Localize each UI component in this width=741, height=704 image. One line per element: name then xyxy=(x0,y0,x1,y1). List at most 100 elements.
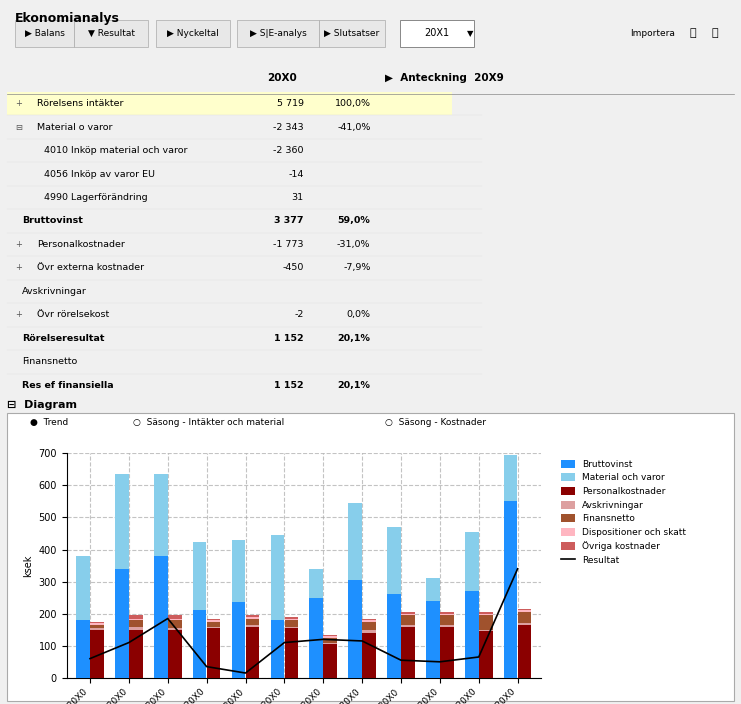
Text: Material o varor: Material o varor xyxy=(37,122,113,132)
Bar xyxy=(156,20,230,47)
Bar xyxy=(465,532,479,591)
Bar xyxy=(90,628,104,630)
Text: +: + xyxy=(15,263,21,272)
Text: -2 360: -2 360 xyxy=(273,146,304,155)
Text: 1 152: 1 152 xyxy=(274,334,304,343)
Bar xyxy=(426,601,439,678)
Bar xyxy=(479,614,493,615)
Bar xyxy=(168,619,182,620)
Text: 🔍: 🔍 xyxy=(712,28,718,38)
Text: 4056 Inköp av varor EU: 4056 Inköp av varor EU xyxy=(44,170,156,179)
Bar xyxy=(388,527,401,594)
Bar xyxy=(168,615,182,619)
Bar xyxy=(193,610,207,678)
Bar xyxy=(270,535,285,620)
Bar xyxy=(323,636,337,638)
Bar xyxy=(440,627,453,678)
Bar xyxy=(129,627,143,630)
Bar xyxy=(246,627,259,678)
Bar xyxy=(388,594,401,678)
Text: 5 719: 5 719 xyxy=(277,99,304,108)
Bar xyxy=(310,598,323,678)
Bar xyxy=(207,622,220,627)
Text: ▶ Nyckeltal: ▶ Nyckeltal xyxy=(167,29,219,38)
Text: ●  Trend: ● Trend xyxy=(30,418,68,427)
Text: 20,1%: 20,1% xyxy=(338,381,370,390)
Text: +: + xyxy=(15,310,21,320)
Bar xyxy=(90,623,104,625)
Text: 20X1: 20X1 xyxy=(425,28,450,38)
Bar xyxy=(115,569,129,678)
Text: 4010 Inköp material och varor: 4010 Inköp material och varor xyxy=(44,146,188,155)
Bar xyxy=(168,628,182,630)
Text: Bruttovinst: Bruttovinst xyxy=(22,216,83,225)
Bar xyxy=(479,630,493,631)
Bar xyxy=(129,619,143,620)
Bar xyxy=(90,622,104,623)
Bar xyxy=(76,620,90,678)
Text: -41,0%: -41,0% xyxy=(337,122,370,132)
Bar xyxy=(207,619,220,620)
Bar xyxy=(310,569,323,598)
Bar xyxy=(285,628,298,678)
Text: Res ef finansiella: Res ef finansiella xyxy=(22,381,114,390)
Text: -2 343: -2 343 xyxy=(273,122,304,132)
Bar xyxy=(129,620,143,627)
Bar xyxy=(154,474,167,556)
Bar xyxy=(504,455,517,501)
Text: 20,1%: 20,1% xyxy=(338,334,370,343)
Bar xyxy=(465,591,479,678)
Bar xyxy=(479,631,493,678)
Bar xyxy=(504,501,517,678)
Text: 20X0: 20X0 xyxy=(267,73,296,83)
Text: 3 377: 3 377 xyxy=(274,216,304,225)
Bar xyxy=(518,625,531,678)
Text: ▼: ▼ xyxy=(468,29,473,38)
Bar xyxy=(401,627,415,678)
Text: 31: 31 xyxy=(292,193,304,202)
Bar xyxy=(74,20,148,47)
Bar xyxy=(15,20,74,47)
Bar xyxy=(129,630,143,678)
Bar xyxy=(400,20,474,47)
Bar xyxy=(285,619,298,620)
Text: Personalkostnader: Personalkostnader xyxy=(37,240,125,249)
Text: Övr externa kostnader: Övr externa kostnader xyxy=(37,263,144,272)
Bar xyxy=(362,622,376,630)
Bar xyxy=(323,644,337,678)
Bar xyxy=(207,628,220,678)
Bar xyxy=(90,625,104,628)
Text: 1 152: 1 152 xyxy=(274,381,304,390)
Text: 100,0%: 100,0% xyxy=(334,99,370,108)
Bar xyxy=(401,625,415,627)
Bar xyxy=(440,625,453,627)
Bar xyxy=(362,630,376,633)
Text: Importera: Importera xyxy=(630,29,674,38)
Bar xyxy=(129,615,143,619)
Text: -2: -2 xyxy=(294,310,304,320)
Bar xyxy=(348,580,362,678)
Text: -1 773: -1 773 xyxy=(273,240,304,249)
Bar xyxy=(319,20,385,47)
Bar xyxy=(401,614,415,615)
Bar xyxy=(232,540,245,603)
Bar xyxy=(270,620,285,678)
Text: -450: -450 xyxy=(282,263,304,272)
Bar xyxy=(401,612,415,614)
Bar xyxy=(232,603,245,678)
Text: ▼ Resultat: ▼ Resultat xyxy=(87,29,135,38)
Text: +: + xyxy=(15,240,21,249)
Bar xyxy=(518,612,531,623)
Bar xyxy=(285,620,298,627)
Bar xyxy=(246,615,259,617)
Text: +: + xyxy=(15,99,21,108)
Bar xyxy=(362,619,376,620)
Bar xyxy=(323,638,337,643)
Y-axis label: ksek: ksek xyxy=(23,554,33,577)
Bar xyxy=(362,620,376,622)
Bar xyxy=(479,612,493,614)
Text: Övr rörelsekost: Övr rörelsekost xyxy=(37,310,110,320)
Text: 59,0%: 59,0% xyxy=(338,216,370,225)
Bar xyxy=(362,633,376,678)
Bar xyxy=(237,20,319,47)
